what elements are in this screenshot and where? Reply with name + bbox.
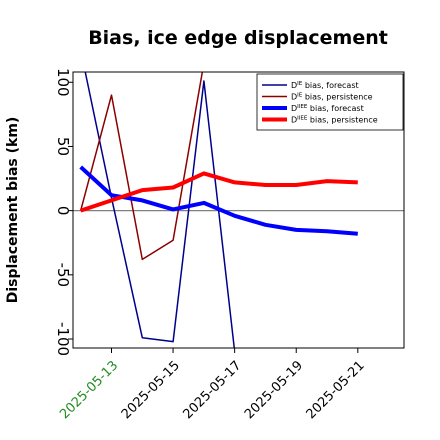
series-line-2 xyxy=(79,72,204,261)
x-tick-label: 2025-05-19 xyxy=(242,358,306,422)
legend-label-2: DIE bias, persistence xyxy=(291,93,373,102)
y-axis-ticks: -100 -50 0 50 100 xyxy=(54,68,73,356)
x-tick-label: 2025-05-15 xyxy=(119,358,183,422)
series-line-3 xyxy=(79,165,358,236)
legend: DIE bias, forecast DIE bias, persistence D… xyxy=(256,73,404,131)
y-tick-label: -100 xyxy=(54,322,72,356)
y-tick-label: 0 xyxy=(54,206,72,216)
legend-label-4: DIIEE bias, persistence xyxy=(291,116,378,125)
series-line-4 xyxy=(80,171,358,213)
legend-label-3: DIIEE bias, forecast xyxy=(291,104,364,113)
y-tick-label: 100 xyxy=(54,68,72,97)
series-line-1 xyxy=(84,72,236,348)
chart-title: Bias, ice edge displacement xyxy=(88,27,388,49)
x-tick-label: 2025-05-17 xyxy=(180,358,244,422)
x-tick-label: 2025-05-13 xyxy=(57,358,121,422)
plot-frame xyxy=(72,71,405,349)
legend-label-1: DIE bias, forecast xyxy=(291,81,359,90)
y-axis-label: Displacement bias (km) xyxy=(5,117,21,304)
series-group xyxy=(79,72,358,348)
y-tick-label: -50 xyxy=(54,263,72,288)
y-tick-label: 50 xyxy=(54,137,72,156)
x-tick-label: 2025-05-21 xyxy=(304,358,368,422)
x-axis-ticks: 2025-05-132025-05-152025-05-172025-05-19… xyxy=(57,348,368,422)
